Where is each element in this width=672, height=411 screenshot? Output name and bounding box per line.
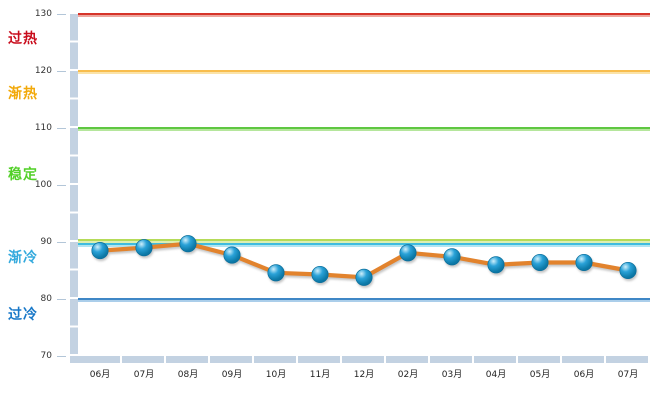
x-tick-label: 07月 <box>617 370 639 380</box>
x-tick-label: 07月 <box>133 370 155 380</box>
threshold-line <box>78 238 650 243</box>
y-tick-label: 110 <box>34 123 52 133</box>
y-axis <box>70 14 78 363</box>
y-tick-label: 130 <box>34 9 52 19</box>
y-tick-label: 80 <box>40 294 52 304</box>
x-tick-label: 05月 <box>529 370 551 380</box>
x-tick-label: 02月 <box>397 370 419 380</box>
y-tick-mark <box>57 242 66 243</box>
data-point[interactable] <box>223 246 241 264</box>
data-point[interactable] <box>399 244 417 262</box>
data-point[interactable] <box>91 242 109 260</box>
x-tick-label: 03月 <box>441 370 463 380</box>
x-tick-label: 08月 <box>177 370 199 380</box>
x-tick-label: 09月 <box>221 370 243 380</box>
y-tick-mark <box>57 71 66 72</box>
data-point[interactable] <box>135 239 153 257</box>
data-point[interactable] <box>443 248 461 266</box>
threshold-line <box>78 297 650 302</box>
zone-label: 渐冷 <box>8 249 38 266</box>
zone-label: 稳定 <box>8 167 38 184</box>
threshold-line <box>78 126 650 131</box>
data-point[interactable] <box>267 264 285 282</box>
threshold-line <box>78 69 650 74</box>
x-tick-label: 10月 <box>265 370 287 380</box>
x-tick-label: 04月 <box>485 370 507 380</box>
y-tick-label: 90 <box>40 237 52 247</box>
data-point[interactable] <box>531 253 549 272</box>
zone-label: 渐热 <box>8 85 38 102</box>
zone-label: 过热 <box>8 31 38 48</box>
y-tick-mark <box>57 299 66 300</box>
x-tick-label: 06月 <box>89 370 111 380</box>
y-tick-mark <box>57 128 66 129</box>
data-point[interactable] <box>311 265 329 284</box>
threshold-line <box>78 242 650 247</box>
threshold-line <box>78 12 650 17</box>
y-tick-label: 120 <box>34 66 52 76</box>
data-point[interactable] <box>487 256 505 274</box>
y-tick-mark <box>57 356 66 357</box>
x-tick-label: 12月 <box>353 370 375 380</box>
data-point[interactable] <box>179 235 197 253</box>
data-point[interactable] <box>619 261 637 280</box>
x-tick-label: 06月 <box>573 370 595 380</box>
data-point[interactable] <box>355 268 373 286</box>
y-tick-label: 70 <box>40 351 52 361</box>
x-tick-label: 11月 <box>309 370 331 380</box>
y-tick-mark <box>57 185 66 186</box>
y-tick-mark <box>57 14 66 15</box>
y-tick-label: 100 <box>34 180 52 190</box>
data-point[interactable] <box>575 253 593 272</box>
x-axis <box>78 356 650 363</box>
zone-label: 过冷 <box>8 307 38 324</box>
